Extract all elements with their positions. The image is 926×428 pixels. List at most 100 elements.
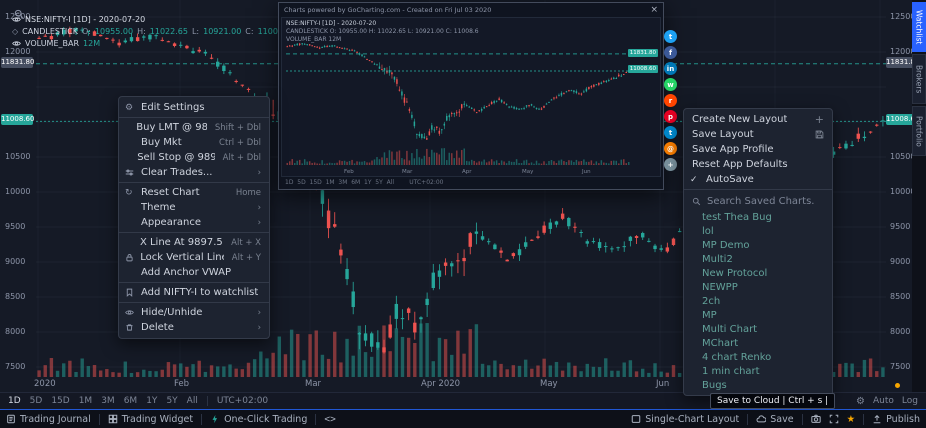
menu-item-buy-lmt[interactable]: Buy LMT @ 9897.59 Shift + Dbl (136, 122, 261, 133)
menu-item-hide-unhide[interactable]: Hide/Unhide › (119, 305, 269, 320)
saved-chart-item[interactable]: 4 chart Renko (702, 351, 772, 363)
saved-chart-item[interactable]: lol (702, 225, 714, 237)
publish-icon (872, 414, 882, 424)
share-linkedin-button[interactable]: in (664, 62, 677, 75)
saved-chart-item[interactable]: MP Demo (702, 239, 750, 251)
snapshot-title: Charts powered by GoCharting.com - Creat… (284, 6, 492, 14)
camera-icon (811, 414, 821, 424)
saved-chart-item[interactable]: Multi2 (702, 253, 733, 265)
saved-chart-item[interactable]: NEWPP (702, 281, 738, 293)
gear-icon[interactable]: ⚙ (856, 395, 866, 407)
snapshot-ohlc: CANDLESTICK O: 10955.00 H: 11022.65 L: 1… (286, 28, 479, 35)
timeframe-5y[interactable]: 5Y (166, 396, 178, 406)
chart-legend: NSE:NIFTY-I [1D] - 2020-07-20 ◇ CANDLEST… (12, 3, 291, 49)
last-price-badge: 11008.60 (1, 114, 35, 125)
menu-item-lock-vertical-line[interactable]: Lock Vertical Line Alt + Y (119, 250, 269, 265)
tab-watchlist[interactable]: Watchlist (912, 2, 926, 52)
menu-item-theme[interactable]: Theme › (141, 202, 261, 213)
single-chart-layout-button[interactable]: Single-Chart Layout (631, 414, 739, 425)
save-button[interactable]: Save (756, 414, 794, 425)
price-label: 8500 (5, 292, 26, 301)
share-more-button[interactable]: + (664, 158, 677, 171)
volume-value: 12M (83, 38, 101, 48)
price-label: 7500 (890, 362, 911, 371)
saved-chart-item[interactable]: Bugs (702, 379, 727, 391)
share-facebook-button[interactable]: f (664, 46, 677, 59)
tab-brokers[interactable]: Brokers (912, 54, 926, 104)
time-label: May (540, 379, 558, 389)
eye-icon (125, 308, 141, 317)
maximize-icon (829, 414, 839, 424)
eye-icon[interactable] (12, 15, 21, 24)
saved-chart-item[interactable]: New Protocol (702, 267, 768, 279)
auto-scale-toggle[interactable]: Auto (873, 396, 894, 406)
menu-item-delete[interactable]: Delete › (119, 320, 269, 335)
divider (206, 396, 208, 406)
code-button[interactable]: <> (324, 413, 336, 425)
menu-item-edit-settings[interactable]: ⚙ Edit Settings (125, 102, 205, 113)
publish-button[interactable]: Publish (872, 414, 920, 425)
trading-widget-button[interactable]: Trading Widget (108, 414, 193, 425)
menu-item-save-layout[interactable]: Save Layout (684, 127, 832, 142)
timeframe-6m[interactable]: 6M (123, 396, 138, 406)
menu-item-create-new-layout[interactable]: Create New Layout + (692, 113, 824, 126)
share-pinterest-button[interactable]: p (664, 110, 677, 123)
timeframe-1m[interactable]: 1M (78, 396, 93, 406)
share-twitter-button[interactable]: t (664, 30, 677, 43)
favorite-button[interactable]: ★ (847, 414, 856, 425)
price-label: 9000 (890, 257, 911, 266)
timeframe-15d[interactable]: 15D (51, 396, 70, 406)
trading-journal-button[interactable]: Trading Journal (6, 414, 91, 425)
saved-chart-item[interactable]: Multi Chart (702, 323, 758, 335)
share-telegram-button[interactable]: t (664, 126, 677, 139)
fullscreen-button[interactable] (829, 414, 839, 424)
saved-chart-item[interactable]: 1 min chart (702, 365, 760, 377)
timeframe-5d[interactable]: 5D (29, 396, 43, 406)
l-label: L: (191, 26, 200, 36)
timezone-label[interactable]: UTC+02:00 (216, 396, 269, 406)
menu-item-buy-mkt[interactable]: Buy Mkt Ctrl + Dbl (141, 137, 261, 148)
saved-charts-search[interactable]: Search Saved Charts. (684, 192, 832, 210)
menu-item-reset-chart[interactable]: ↻ Reset Chart Home (125, 187, 261, 198)
series-label: CANDLESTICK (22, 26, 79, 36)
tab-portfolio[interactable]: Portfolio (912, 106, 926, 156)
snapshot-button[interactable] (811, 414, 821, 424)
price-label: 10000 (890, 187, 916, 196)
one-click-trading-button[interactable]: One-Click Trading (210, 414, 307, 425)
close-icon[interactable]: × (650, 4, 658, 15)
saved-chart-item[interactable]: MChart (702, 337, 739, 349)
share-email-button[interactable]: @ (664, 142, 677, 155)
menu-item-x-line[interactable]: X Line At 9897.59 Alt + X (139, 237, 261, 248)
last-price-badge: 11008.60 (886, 114, 920, 125)
eye-icon[interactable] (12, 39, 21, 48)
c-label: C: (245, 26, 254, 36)
timeframe-1d[interactable]: 1D (8, 396, 21, 406)
menu-item-save-app-profile[interactable]: Save App Profile (692, 144, 774, 155)
close-value: 11008.6 (257, 26, 291, 36)
level-price-badge: 11831.80 (886, 57, 920, 68)
menu-item-appearance[interactable]: Appearance › (141, 217, 261, 228)
star-icon: ★ (846, 413, 856, 425)
low-value: 10921.00 (203, 26, 242, 36)
right-sidebar: Watchlist Brokers Portfolio (912, 0, 926, 392)
chevron-right-icon: › (257, 202, 261, 213)
menu-item-add-anchor-vwap[interactable]: Add Anchor VWAP (141, 267, 232, 278)
log-scale-toggle[interactable]: Log (901, 396, 918, 406)
share-whatsapp-button[interactable]: w (664, 78, 677, 91)
menu-item-clear-trades[interactable]: Clear Trades... › (119, 165, 269, 180)
price-label: 10500 (890, 152, 916, 161)
saved-chart-item[interactable]: 2ch (702, 295, 721, 307)
timeframe-1y[interactable]: 1Y (146, 396, 158, 406)
menu-item-reset-app-defaults[interactable]: Reset App Defaults (692, 159, 788, 170)
saved-chart-item[interactable]: test Thea Bug (702, 211, 772, 223)
timeframe-3m[interactable]: 3M (101, 396, 115, 406)
menu-item-add-to-watchlist[interactable]: Add NIFTY-I to watchlist (119, 285, 269, 300)
menu-item-autosave[interactable]: ✓ AutoSave (690, 174, 754, 185)
notification-dot (895, 383, 900, 388)
timeframe-all[interactable]: All (186, 396, 198, 406)
share-social-bar: t f in w r p t @ + (664, 30, 677, 174)
share-reddit-button[interactable]: r (664, 94, 677, 107)
menu-item-sell-stop[interactable]: Sell Stop @ 9897.59 Alt + Dbl (137, 152, 261, 163)
saved-chart-item[interactable]: MP (702, 309, 717, 321)
search-placeholder: Search Saved Charts. (707, 195, 815, 207)
